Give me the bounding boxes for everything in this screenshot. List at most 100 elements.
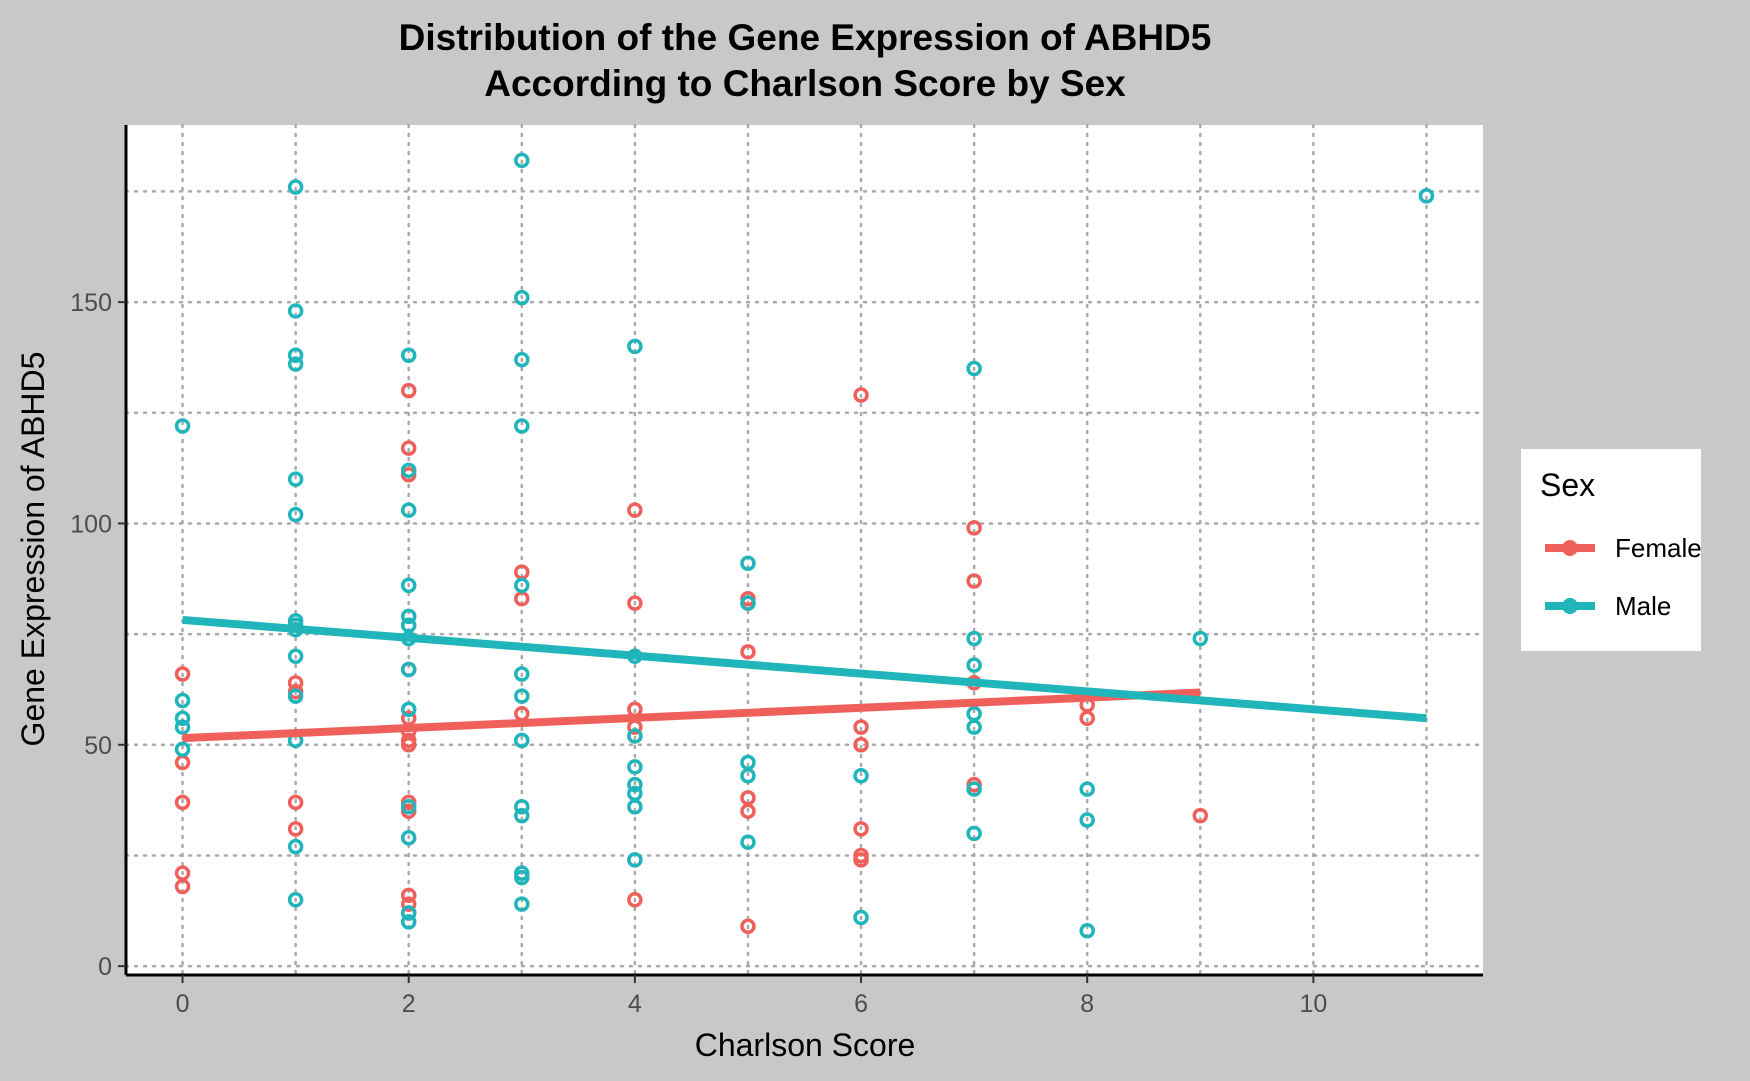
x-tick-label: 2 <box>402 990 416 1018</box>
data-point-female <box>174 794 191 811</box>
data-point-male <box>514 577 530 594</box>
data-point-female <box>853 852 869 868</box>
data-point-female <box>1192 807 1209 824</box>
data-point-female <box>287 821 304 837</box>
data-point-male <box>400 502 417 518</box>
x-tick-label: 10 <box>1299 990 1327 1018</box>
data-point-male <box>627 759 643 775</box>
legend-item-female: Female <box>1545 533 1702 563</box>
x-tick-label: 8 <box>1080 990 1094 1018</box>
y-tick-label: 0 <box>98 953 112 981</box>
data-point-male <box>174 710 191 726</box>
y-tick-label: 150 <box>70 289 112 317</box>
data-point-male <box>740 768 756 784</box>
trend-line-female <box>182 688 1201 743</box>
data-point-male <box>514 869 530 886</box>
data-point-male <box>627 799 643 815</box>
trend-lines <box>182 615 1427 743</box>
plot-panel <box>126 125 1483 975</box>
data-point-female <box>627 891 643 908</box>
data-point-male <box>1192 630 1209 647</box>
data-point-male <box>400 661 417 678</box>
data-point-male <box>174 719 191 735</box>
data-point-male <box>400 347 417 363</box>
legend: Sex Female Male <box>1521 449 1702 651</box>
data-point-female <box>853 737 869 753</box>
data-point-female <box>627 595 643 611</box>
data-point-female <box>400 440 417 456</box>
data-point-female <box>287 794 304 811</box>
data-point-male <box>287 356 304 372</box>
data-point-male <box>740 555 756 572</box>
chart-subtitle: According to Charlson Score by Sex <box>484 63 1126 104</box>
data-point-male <box>514 799 530 815</box>
data-point-male <box>400 799 417 815</box>
data-point-female <box>966 573 982 589</box>
y-axis-label: Gene Expression of ABHD5 <box>15 352 51 747</box>
data-point-male <box>287 179 304 195</box>
data-point-male <box>287 506 304 523</box>
trend-line-male <box>182 615 1427 723</box>
data-point-male <box>174 692 191 709</box>
data-point-male <box>740 595 756 611</box>
data-point-female <box>853 719 869 735</box>
data-point-male <box>514 688 530 704</box>
data-point-male <box>514 351 530 368</box>
x-tick-label: 0 <box>176 990 190 1018</box>
data-point-male <box>514 732 530 749</box>
data-point-female <box>966 520 982 536</box>
data-point-male <box>1079 812 1095 828</box>
data-point-male <box>966 825 982 842</box>
data-point-male <box>174 741 191 757</box>
data-point-male <box>400 462 417 479</box>
data-point-male <box>287 648 304 664</box>
data-point-male <box>400 830 417 846</box>
data-point-female <box>740 644 756 660</box>
data-point-female <box>627 502 643 518</box>
legend-label-female: Female <box>1615 533 1702 563</box>
data-point-female <box>400 737 417 753</box>
data-point-male <box>514 666 530 682</box>
data-point-male <box>627 728 643 744</box>
data-point-male <box>966 630 982 647</box>
data-point-male <box>966 657 982 673</box>
data-point-male <box>627 776 643 793</box>
data-point-male <box>287 347 304 363</box>
data-point-female <box>740 803 756 819</box>
data-point-male <box>853 768 869 784</box>
data-point-male <box>740 834 756 850</box>
legend-item-male: Male <box>1545 591 1671 621</box>
legend-key-male-dot <box>1562 598 1578 614</box>
data-point-male <box>287 891 304 908</box>
axes <box>124 125 1483 977</box>
data-point-male <box>1079 922 1095 939</box>
y-tick-label: 50 <box>84 732 112 760</box>
data-point-male <box>287 688 304 704</box>
data-point-male <box>514 418 530 434</box>
legend-label-male: Male <box>1615 591 1671 621</box>
x-axis-label: Charlson Score <box>695 1027 916 1063</box>
data-point-female <box>174 666 191 682</box>
data-point-male <box>287 303 304 319</box>
data-point-male <box>400 914 417 930</box>
data-point-female <box>400 382 417 399</box>
data-point-female <box>1079 710 1095 726</box>
y-tick-label: 100 <box>70 510 112 538</box>
data-point-male <box>400 905 417 921</box>
data-point-male <box>853 909 869 926</box>
legend-key-female-dot <box>1562 540 1578 556</box>
data-point-male <box>287 838 304 855</box>
data-point-male <box>514 152 530 169</box>
data-point-female <box>400 887 417 904</box>
data-point-male <box>966 719 982 735</box>
data-point-male <box>174 418 191 434</box>
data-point-male <box>627 338 643 355</box>
data-point-male <box>400 701 417 718</box>
data-point-female <box>400 896 417 912</box>
x-tick-label: 6 <box>854 990 868 1018</box>
data-point-male <box>400 608 417 625</box>
chart-title: Distribution of the Gene Expression of A… <box>399 17 1212 58</box>
data-point-male <box>514 289 530 306</box>
x-tick-label: 4 <box>628 990 642 1018</box>
